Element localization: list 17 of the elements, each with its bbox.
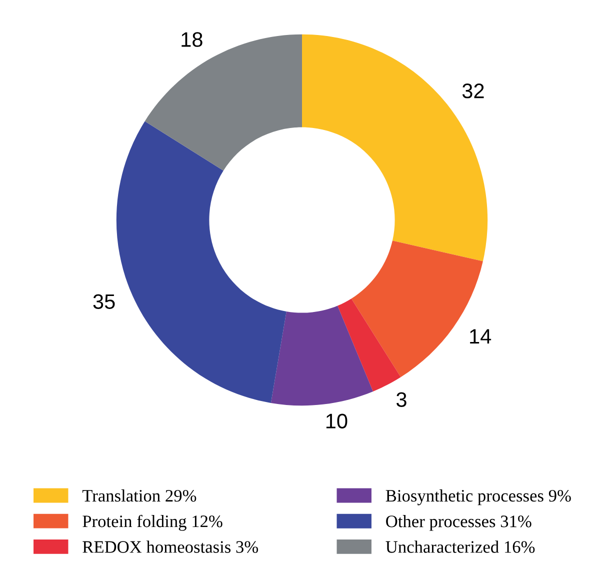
- legend-label: Other processes 31%: [386, 515, 532, 531]
- legend-label: REDOX homeostasis 3%: [82, 540, 258, 553]
- legend-label: Translation 29%: [82, 489, 196, 502]
- data-label: 35: [93, 294, 115, 309]
- donut-slice: [116, 121, 286, 403]
- data-label: 14: [470, 329, 492, 344]
- legend-label: Uncharacterized 16%: [386, 540, 535, 553]
- data-label: 18: [182, 32, 202, 47]
- data-label: 10: [326, 414, 348, 428]
- donut-slice: [270, 306, 374, 406]
- donut-slice: [144, 34, 302, 171]
- legend-label: Biosynthetic processes 9%: [386, 489, 571, 506]
- donut-slice: [338, 298, 401, 392]
- data-label: 32: [462, 84, 484, 98]
- legend-label: Protein folding 12%: [82, 514, 222, 531]
- donut-slice: [302, 34, 488, 262]
- data-label: 3: [396, 392, 406, 407]
